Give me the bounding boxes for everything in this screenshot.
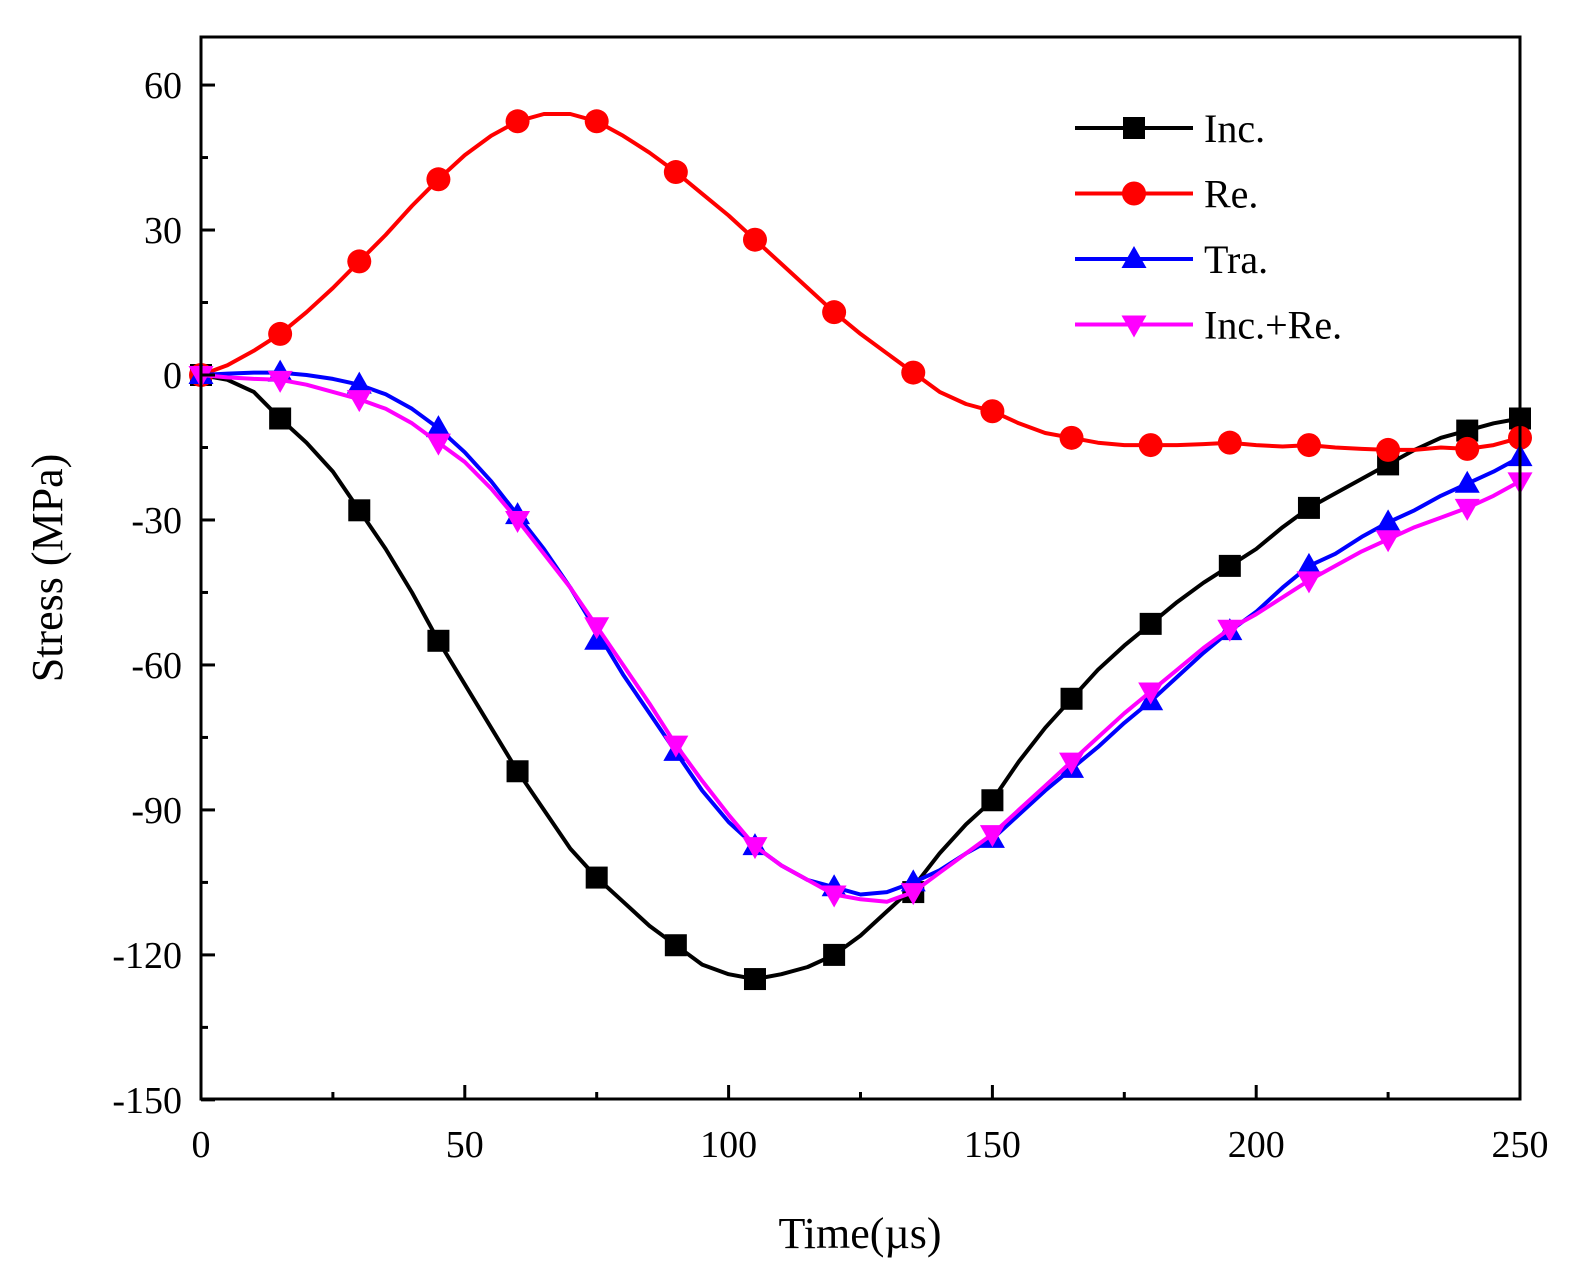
data-point-re (1376, 437, 1401, 462)
data-point-re (1138, 433, 1163, 458)
y-tick-label: -30 (131, 500, 182, 542)
data-point-re (1217, 430, 1242, 455)
x-tick-label: 200 (1228, 1124, 1285, 1166)
data-point-inc-re (425, 433, 451, 456)
data-point-re (742, 227, 767, 252)
data-point-inc (1297, 496, 1320, 519)
legend-item-inc-re: Inc.+Re. (1075, 303, 1342, 348)
legend: Inc. Re. Tra. Inc.+Re. (1075, 106, 1342, 348)
x-tick-label: 250 (1492, 1124, 1549, 1166)
data-point-inc (743, 968, 766, 991)
legend-label: Inc. (1204, 106, 1265, 151)
data-point-inc-re (979, 825, 1005, 848)
y-tick-label: 60 (144, 65, 182, 107)
data-point-inc (823, 943, 846, 966)
data-point-inc-re (821, 885, 847, 908)
data-point-tra (1375, 509, 1401, 532)
y-axis-title: Stress (MPa) (23, 454, 72, 683)
x-tick-label: 0 (192, 1124, 211, 1166)
legend-label: Tra. (1204, 237, 1268, 282)
x-tick-label: 150 (964, 1124, 1021, 1166)
data-point-inc-re (505, 510, 531, 533)
data-point-inc-re (663, 735, 689, 758)
x-tick-label: 100 (700, 1124, 757, 1166)
legend-item-inc: Inc. (1075, 106, 1265, 151)
data-point-inc-re (1059, 752, 1085, 775)
data-point-inc (1139, 612, 1162, 635)
series-inc (190, 364, 1531, 991)
data-point-re (822, 300, 847, 325)
series-layer (188, 109, 1533, 991)
data-point-inc-re (1138, 682, 1164, 705)
data-point-tra (346, 371, 372, 394)
ticks-layer: 0 50 100 150 200 250 60 30 0 -30 -60 -90 -120 -150 (112, 65, 1548, 1166)
legend-label: Inc.+Re. (1204, 303, 1342, 348)
data-point-re (1296, 433, 1321, 458)
data-point-inc-re (584, 617, 610, 640)
legend-item-re: Re. (1075, 172, 1258, 217)
legend-marker-inc (1123, 117, 1145, 139)
data-point-inc-re (1375, 530, 1401, 553)
data-point-inc (427, 629, 450, 652)
y-tick-label: -90 (131, 790, 182, 832)
data-point-inc (981, 789, 1004, 812)
legend-label: Re. (1204, 172, 1258, 217)
data-point-tra (1454, 470, 1480, 493)
legend-marker-tra (1121, 246, 1147, 268)
data-point-re (426, 167, 451, 192)
x-tick-label: 50 (446, 1124, 484, 1166)
data-point-re (1455, 436, 1480, 461)
series-re (189, 109, 1532, 462)
y-tick-label: -60 (131, 645, 182, 687)
series-line-inc-re (199, 373, 1522, 904)
data-point-re (268, 321, 293, 346)
data-point-inc (664, 934, 687, 957)
data-point-inc (506, 760, 529, 783)
data-point-inc-re (1217, 619, 1243, 642)
y-tick-label: -150 (112, 1080, 182, 1122)
data-point-inc-re (346, 390, 372, 413)
data-point-inc (348, 499, 371, 522)
y-tick-label: 30 (144, 210, 182, 252)
data-point-re (1059, 425, 1084, 450)
data-point-tra (1296, 552, 1322, 575)
data-point-inc-re (1296, 571, 1322, 594)
data-point-re (901, 360, 926, 385)
y-tick-label: 0 (163, 355, 182, 397)
data-point-inc-re (267, 370, 293, 393)
series-inc-re (188, 366, 1533, 908)
data-point-re (347, 249, 372, 274)
data-point-inc (269, 407, 292, 430)
data-point-re (980, 399, 1005, 424)
y-tick-label: -120 (112, 935, 182, 977)
data-point-inc (585, 866, 608, 889)
x-axis-title: Time(µs) (778, 1209, 941, 1258)
data-point-inc (1456, 419, 1479, 442)
data-point-tra (425, 415, 451, 438)
data-point-inc-re (1454, 498, 1480, 521)
data-point-inc-re (900, 883, 926, 906)
data-point-re (584, 109, 609, 134)
data-point-re (505, 109, 530, 134)
legend-marker-re (1122, 181, 1146, 206)
legend-marker-inc-re (1121, 315, 1147, 338)
data-point-inc (1060, 687, 1083, 710)
data-point-inc (1218, 554, 1241, 577)
data-point-inc-re (742, 837, 768, 860)
legend-item-tra: Tra. (1075, 237, 1268, 282)
data-point-re (663, 160, 688, 185)
